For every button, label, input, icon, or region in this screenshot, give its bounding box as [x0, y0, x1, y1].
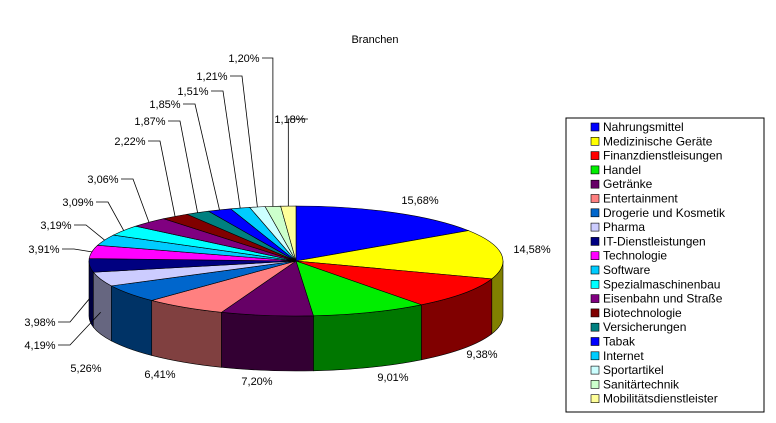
leader-line: [121, 178, 150, 223]
legend-swatch: [590, 351, 600, 361]
slice-2: [295, 230, 504, 280]
leader-line: [58, 311, 101, 346]
legend-swatch: [590, 294, 600, 303]
legend-swatch: [590, 194, 600, 203]
legend-item: Internet: [603, 349, 644, 363]
data-label: 3,19%: [40, 220, 71, 232]
data-label: 4,19%: [24, 340, 55, 352]
legend-item: Medizinische Geräte: [603, 134, 713, 148]
data-label: 3,09%: [62, 197, 93, 209]
legend-swatch: [590, 322, 600, 332]
data-label: 1,21%: [196, 71, 227, 83]
legend-item: Getränke: [603, 177, 653, 191]
legend-swatch: [590, 179, 600, 189]
legend-item: Drogerie und Kosmetik: [603, 206, 726, 220]
legend-item: Spezialmaschinenbau: [603, 277, 720, 291]
legend-item: Versicherungen: [603, 320, 686, 334]
legend-item: Sanitärtechnik: [603, 377, 680, 391]
legend-swatch: [590, 222, 600, 232]
legend-item: IT-Dienstleistungen: [603, 234, 706, 248]
data-label: 1,20%: [228, 53, 259, 65]
data-label: 6,41%: [144, 369, 175, 381]
leader-line: [183, 103, 220, 210]
legend-swatch: [590, 137, 600, 146]
data-label: 5,26%: [70, 363, 101, 375]
legend-swatch: [590, 122, 600, 132]
slice-side: [221, 311, 314, 372]
data-label: 1,87%: [134, 116, 165, 128]
legend-item: Mobilitätsdienstleister: [603, 392, 718, 406]
legend-swatch: [590, 394, 600, 404]
data-label: 3,98%: [24, 317, 55, 329]
chart-title: Branchen: [351, 34, 398, 46]
legend-swatch: [590, 251, 600, 260]
legend-item: Handel: [603, 163, 641, 177]
legend-swatch: [590, 208, 600, 218]
legend-swatch: [590, 265, 600, 275]
data-label: 3,06%: [87, 174, 118, 186]
leader-line: [58, 298, 90, 323]
legend-swatch: [590, 380, 600, 389]
legend-item: Sportartikel: [603, 363, 664, 377]
legend-item: Eisenbahn und Straße: [603, 292, 723, 306]
leader-line: [168, 120, 198, 213]
legend-item: Entertainment: [603, 192, 678, 206]
pie-sides: [88, 260, 504, 372]
legend-swatch: [590, 279, 600, 289]
slice-4: [295, 260, 423, 317]
slice-1: [295, 205, 470, 262]
data-label: 9,38%: [466, 349, 497, 361]
legend-item: Finanzdienstleisungen: [603, 149, 722, 163]
legend-swatch: [590, 165, 600, 175]
legend-item: Software: [603, 263, 651, 277]
leader-line: [262, 57, 274, 207]
data-label: 1,85%: [149, 99, 180, 111]
data-label: 3,91%: [28, 244, 59, 256]
legend-swatch: [590, 237, 600, 246]
legend-item: Nahrungsmittel: [603, 120, 684, 134]
data-label: 7,20%: [241, 376, 272, 388]
data-label: 1,18%: [274, 114, 305, 126]
leader-line: [211, 90, 241, 209]
legend-swatch: [590, 337, 600, 346]
leader-line: [62, 248, 92, 253]
legend-swatch: [590, 308, 600, 318]
leader-line: [287, 118, 308, 207]
legend-swatch: [590, 151, 600, 160]
pie-slices: [88, 205, 504, 317]
data-label: 9,01%: [377, 372, 408, 384]
legend-item: Technologie: [603, 249, 667, 263]
legend-item: Tabak: [603, 335, 636, 349]
data-label: 15,68%: [401, 195, 439, 207]
legend-swatch: [590, 365, 600, 375]
leader-line: [148, 140, 176, 217]
data-labels: 15,68% 14,58% 9,38% 9,01% 7,20% 6,41% 5,26% 4,1…: [24, 53, 550, 388]
leader-line: [74, 224, 105, 241]
slice-3: [295, 260, 493, 306]
leader-line: [230, 75, 258, 208]
data-label: 1,51%: [177, 86, 208, 98]
legend-item: Pharma: [603, 220, 645, 234]
leader-line: [96, 201, 125, 231]
data-label: 14,58%: [513, 244, 551, 256]
data-label: 2,22%: [114, 136, 145, 148]
legend-item: Biotechnologie: [603, 306, 682, 320]
